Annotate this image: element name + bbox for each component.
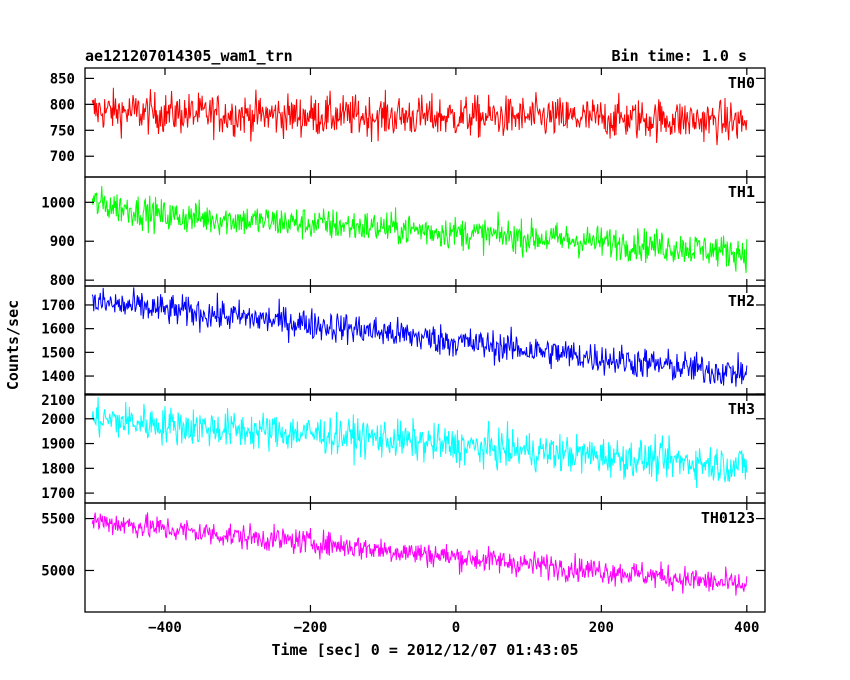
y-axis-title: Counts/sec <box>4 300 22 390</box>
y-tick-label: 1900 <box>41 437 75 453</box>
series-line-th0 <box>91 87 748 146</box>
panel-frame <box>84 502 766 613</box>
x-tick-label: −200 <box>294 620 328 636</box>
y-tick-label: 1000 <box>41 195 75 211</box>
panel-frame <box>84 285 766 396</box>
panel-label-th2: TH2 <box>728 292 755 310</box>
y-tick-label: 700 <box>50 149 75 165</box>
x-tick-label: 400 <box>734 620 759 636</box>
series-line-th1 <box>91 185 748 273</box>
y-tick-label: 1700 <box>41 298 75 314</box>
panel-th2: 1400 1500 1600 1700 TH2 <box>41 285 766 396</box>
panel-label-th1: TH1 <box>728 183 755 201</box>
y-tick-label: 1400 <box>41 369 75 385</box>
x-tick-label: 200 <box>589 620 614 636</box>
panel-label-th0123: TH0123 <box>701 509 755 527</box>
panel-th0: 700 750 800 850 TH0 <box>50 67 766 178</box>
y-tick-label: 900 <box>50 234 75 250</box>
chart-title: ae121207014305_wam1_trn <box>85 47 293 65</box>
y-tick-label: 850 <box>50 71 75 87</box>
y-tick-label: 1500 <box>41 345 75 361</box>
panel-label-th0: TH0 <box>728 74 755 92</box>
y-tick-label: 1700 <box>41 486 75 502</box>
bin-time-label: Bin time: 1.0 s <box>612 47 747 65</box>
panel-th0123: 5000 5500 TH0123 <box>41 502 766 613</box>
y-tick-label: 800 <box>50 97 75 113</box>
x-axis-title: Time [sec] 0 = 2012/12/07 01:43:05 <box>271 641 578 659</box>
x-axis: −400 −200 0 200 400 <box>148 620 759 636</box>
panel-th1: 800 900 1000 TH1 <box>41 176 766 289</box>
panel-th3: 1700 1800 1900 2000 2100 TH3 <box>41 393 766 504</box>
y-tick-label: 750 <box>50 123 75 139</box>
y-tick-label: 1800 <box>41 461 75 477</box>
y-tick-label: 2100 <box>41 393 75 409</box>
y-tick-label: 5000 <box>41 563 75 579</box>
y-tick-label: 1600 <box>41 322 75 338</box>
y-tick-label: 800 <box>50 273 75 289</box>
y-tick-label: 2000 <box>41 412 75 428</box>
panels-group: 700 750 800 850 TH0 800 900 1000 TH1 1400 1500 1600… <box>41 67 766 613</box>
series-line-th0123 <box>91 512 748 596</box>
series-line-th3 <box>91 396 748 488</box>
panel-label-th3: TH3 <box>728 400 755 418</box>
y-tick-label: 5500 <box>41 512 75 528</box>
x-tick-label: −400 <box>148 620 182 636</box>
x-tick-label: 0 <box>452 620 460 636</box>
series-line-th2 <box>91 287 748 387</box>
